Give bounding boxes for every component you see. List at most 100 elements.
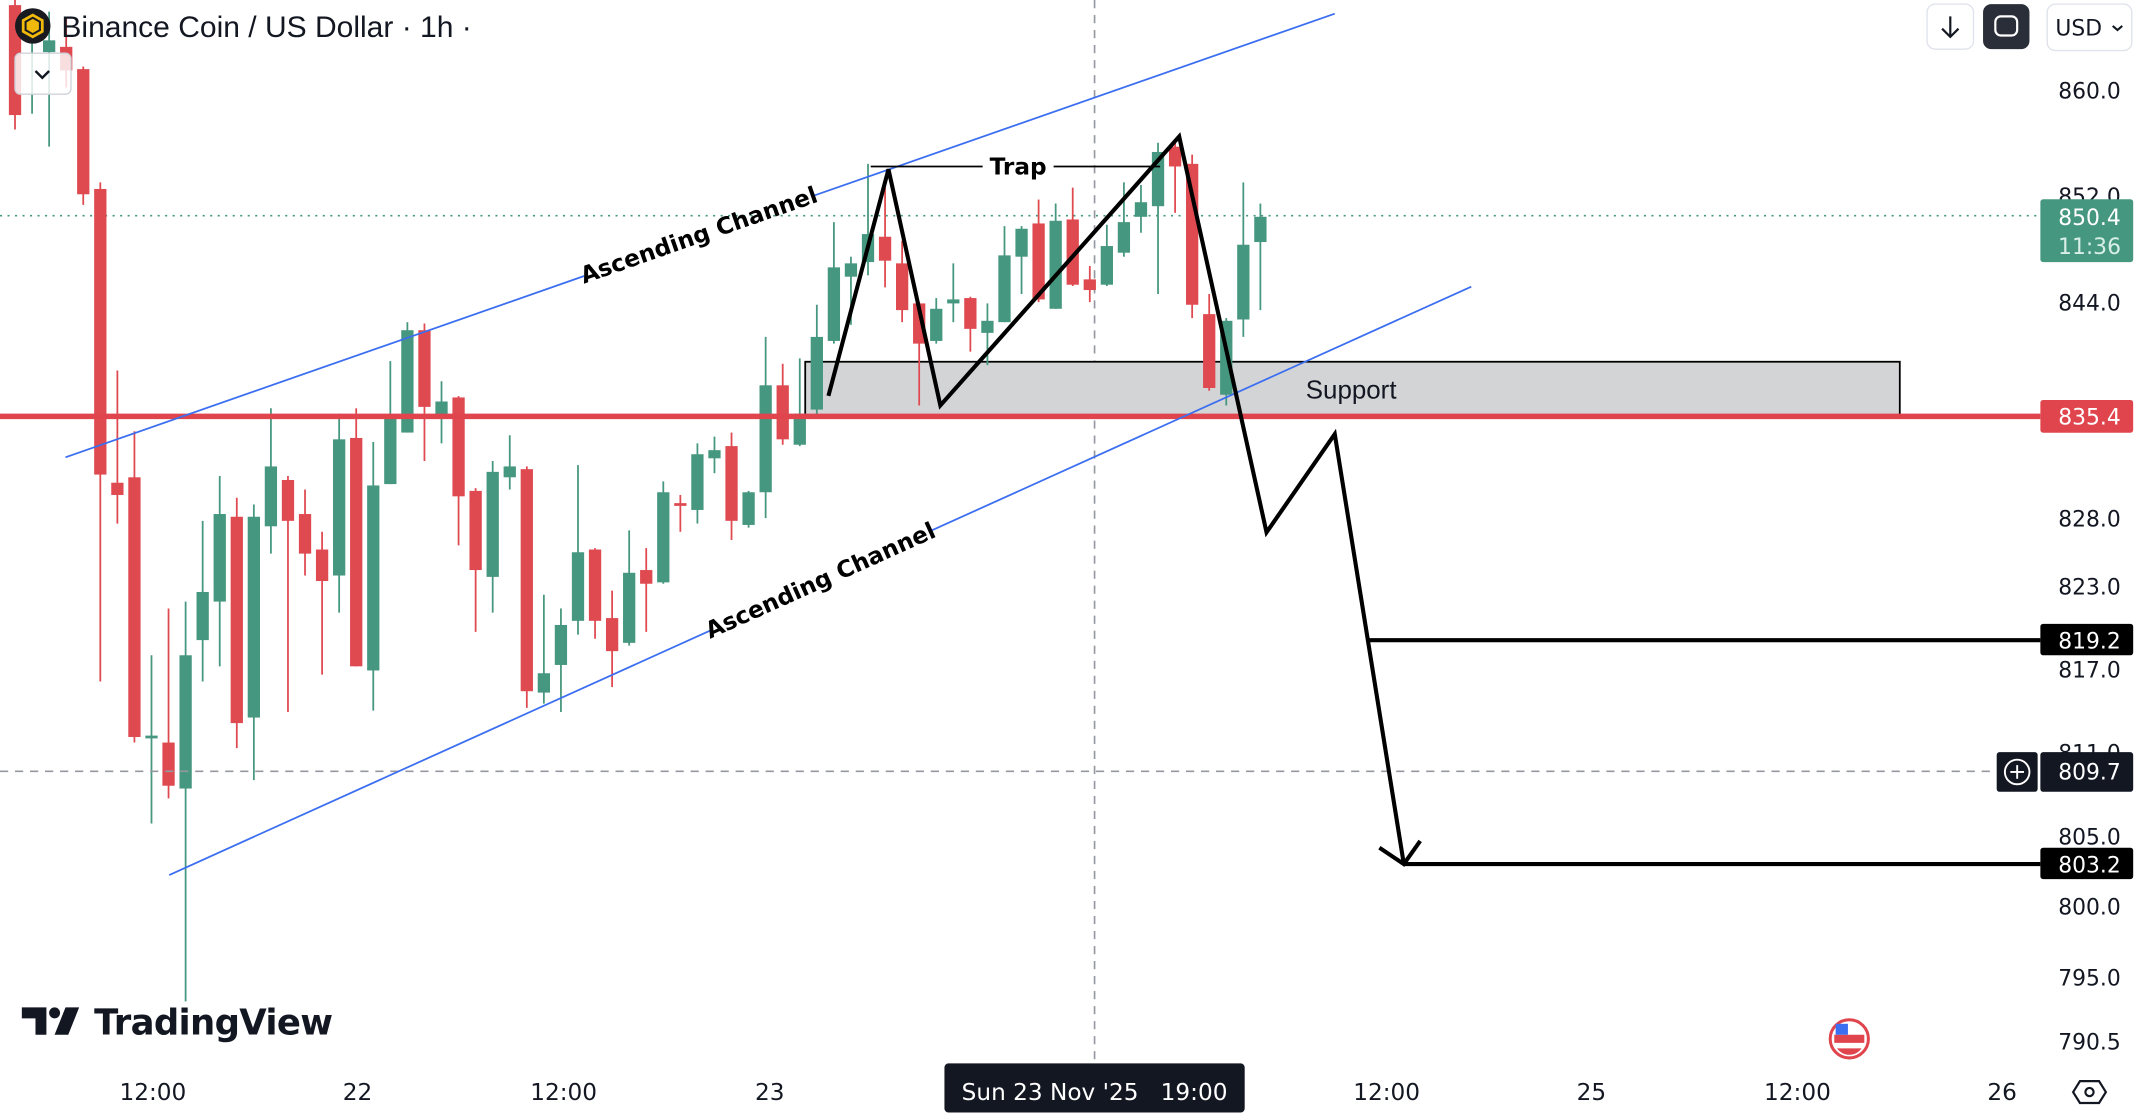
candle — [418, 323, 431, 462]
currency-dropdown[interactable]: USD — [2046, 3, 2133, 52]
target-2-label: 803.2 — [2040, 847, 2134, 880]
candle-body-up — [657, 492, 670, 583]
tradingview-logo[interactable]: TradingView — [21, 1003, 333, 1044]
candle-body-down — [77, 69, 90, 195]
candle-body-down — [1083, 279, 1096, 291]
candle — [588, 548, 602, 639]
candle — [1134, 184, 1148, 233]
candle-body-down — [605, 618, 619, 652]
candle-body-up — [742, 492, 755, 525]
fullscreen-icon — [1994, 15, 2019, 37]
price-tick-label: 790.5 — [2058, 1030, 2120, 1055]
add-alert-button[interactable] — [1996, 752, 2038, 792]
chevron-down-icon — [2112, 25, 2123, 32]
candle — [947, 263, 960, 323]
candle-body-up — [844, 263, 858, 277]
candle-body-up — [930, 308, 943, 341]
candle-body-up — [247, 516, 260, 718]
candle — [162, 608, 175, 799]
channel-lower-line[interactable] — [931, 285, 1472, 532]
candle — [793, 358, 806, 447]
candle-body-up — [810, 336, 823, 410]
candle — [452, 396, 465, 546]
candle-body-down — [964, 298, 977, 329]
candle — [196, 520, 209, 682]
candle — [315, 531, 329, 675]
candle-body-down — [588, 549, 602, 621]
candle — [384, 361, 397, 485]
candle-body-up — [947, 299, 960, 304]
candle-body-up — [1117, 222, 1131, 253]
last-price-value: 850.4 — [2058, 206, 2120, 231]
candle-body-up — [401, 330, 414, 433]
price-tick-label: 795.0 — [2058, 966, 2120, 991]
collapse-button[interactable] — [14, 52, 72, 95]
support-label: Support — [1306, 377, 1398, 405]
candle-body-up — [1015, 228, 1028, 257]
symbol-header[interactable]: Binance Coin / US Dollar · 1h · — [15, 8, 472, 44]
candle — [776, 363, 789, 445]
time-tick-label: 23 — [755, 1079, 785, 1106]
time-tick-label: 26 — [1987, 1079, 2017, 1106]
crosshair-time-value: Sun 23 Nov '25 19:00 — [962, 1079, 1228, 1106]
currency-label: USD — [2055, 16, 2102, 41]
support-zone[interactable] — [804, 360, 1901, 418]
candle-body-down — [298, 514, 312, 554]
candle — [469, 488, 482, 632]
candle-body-down — [111, 482, 124, 495]
candle-body-down — [418, 330, 431, 407]
candle-body-down — [878, 236, 892, 261]
candle-body-up — [571, 552, 585, 621]
time-axis[interactable]: 12:00 22 12:00 23 12:00 25 12:00 26 — [119, 1079, 2016, 1106]
candle — [1066, 187, 1079, 287]
symbol-title: Binance Coin / US Dollar · 1h · — [61, 11, 471, 44]
candle — [179, 601, 192, 1002]
candle — [213, 475, 226, 667]
price-tick-label: 823.0 — [2058, 576, 2120, 601]
channel-upper-line[interactable] — [814, 12, 1336, 197]
candle-body-up — [554, 624, 568, 665]
candle-body-up — [793, 413, 806, 445]
fullscreen-button[interactable] — [1983, 4, 2030, 50]
projection-path[interactable] — [826, 132, 1406, 865]
time-tick-label: 12:00 — [1764, 1079, 1831, 1106]
candle-body-up — [827, 267, 841, 341]
channel-upper-line[interactable] — [65, 275, 585, 459]
candle-body-up — [213, 514, 226, 602]
candle — [1015, 226, 1028, 295]
candle-body-up — [503, 466, 516, 478]
candle-body-down — [674, 503, 687, 506]
candle-body-down — [895, 263, 909, 311]
candle — [571, 465, 585, 635]
us-flag-icon[interactable] — [1828, 1018, 1870, 1060]
candle-body-down — [1186, 163, 1199, 305]
time-tick-label: 12:00 — [530, 1079, 597, 1106]
settings-button[interactable] — [2071, 1080, 2108, 1105]
candle-body-down — [128, 477, 141, 737]
candle — [640, 548, 653, 632]
candle — [367, 442, 380, 711]
candle — [827, 222, 841, 344]
candle-body-up — [1134, 202, 1148, 217]
candle-body-up — [998, 255, 1011, 323]
candle — [1083, 266, 1096, 303]
price-tick-label: 828.0 — [2058, 507, 2120, 532]
candle — [725, 432, 738, 540]
candle — [1168, 141, 1182, 213]
candle-body-up — [691, 454, 704, 510]
channel-lower-line[interactable] — [168, 629, 711, 876]
candle — [520, 466, 533, 708]
plus-circle-icon — [2003, 758, 2031, 786]
candle-body-up — [708, 450, 721, 459]
candle-body-down — [520, 469, 533, 692]
candle — [998, 226, 1011, 323]
scroll-to-realtime-button[interactable] — [1926, 3, 1975, 50]
price-tick-label: 844.0 — [2058, 291, 2120, 316]
candle — [759, 336, 772, 519]
crosshair-price-value: 809.7 — [2058, 760, 2120, 785]
candle-body-up — [333, 439, 346, 576]
candle — [657, 481, 670, 584]
candle — [145, 655, 158, 824]
candle — [1049, 203, 1062, 309]
